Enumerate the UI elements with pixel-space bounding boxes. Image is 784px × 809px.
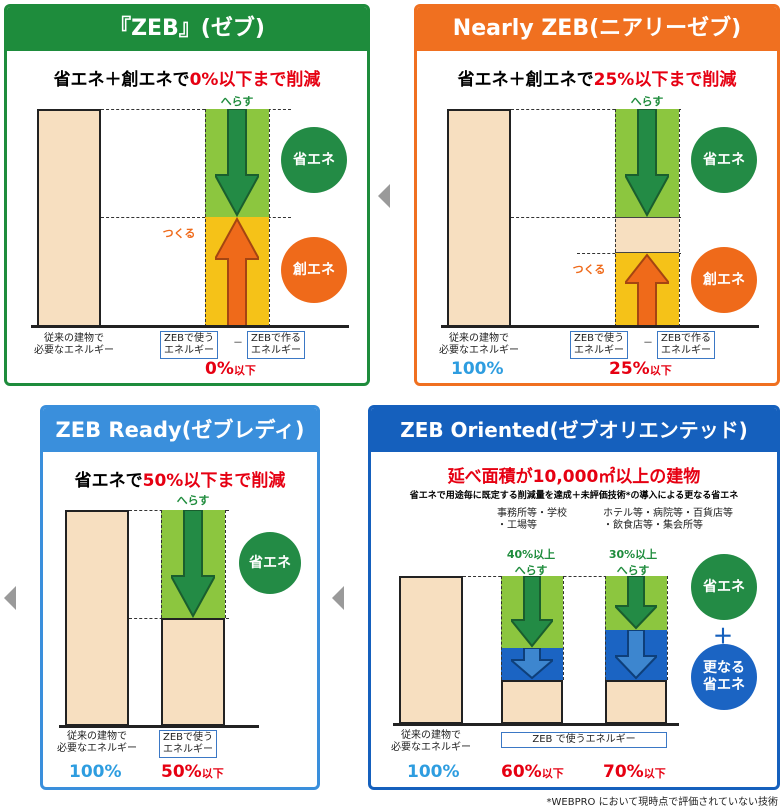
tsukuru-label: つくる bbox=[572, 263, 606, 276]
up-arrow-icon bbox=[215, 217, 259, 327]
ready-percent: 50%以下 bbox=[161, 762, 224, 782]
panel-nearly-zeb: Nearly ZEB(ニアリーゼブ) 省エネ＋創エネで25%以下まで削減 へらす… bbox=[414, 4, 780, 386]
nearly-percent: 25%以下 bbox=[609, 359, 672, 379]
panel-nearly-title: Nearly ZEB(ニアリーゼブ) bbox=[417, 7, 777, 51]
plus-sign: ＋ bbox=[713, 624, 733, 648]
use-energy-label: ZEB で使うエネルギー bbox=[501, 732, 667, 748]
make-energy-label: ZEBで作る エネルギー bbox=[657, 331, 716, 359]
more-shoene-circle: 更なる 省エネ bbox=[691, 644, 757, 710]
down-arrow-icon bbox=[615, 576, 657, 630]
oriented-percent-1: 60%以下 bbox=[501, 762, 564, 782]
shoene-circle: 省エネ bbox=[239, 532, 301, 594]
prev-arrow-icon bbox=[332, 586, 344, 610]
down-arrow-icon bbox=[511, 648, 553, 680]
group1-label: 事務所等・学校 ・工場等 bbox=[497, 508, 567, 531]
conventional-bar bbox=[37, 109, 101, 327]
conventional-bar bbox=[447, 109, 511, 327]
shoene-circle: 省エネ bbox=[691, 554, 757, 620]
prev-arrow-icon bbox=[4, 586, 16, 610]
down-arrow-icon bbox=[215, 109, 259, 217]
panel-ready-subtitle: 省エネで50%以下まで削減 bbox=[74, 471, 286, 491]
down-arrow-icon bbox=[511, 576, 553, 648]
remaining-area bbox=[161, 618, 225, 726]
make-energy-label: ZEBで作る エネルギー bbox=[247, 331, 306, 359]
panel-oriented-title: ZEB Oriented(ゼブオリエンテッド) bbox=[371, 408, 777, 452]
base-percent: 100% bbox=[407, 762, 460, 782]
herasu-label: へらす bbox=[220, 95, 254, 108]
footnote: *WEBPRO において現時点で評価されていない技術 bbox=[546, 797, 779, 808]
panel-nearly-subtitle: 省エネ＋創エネで25%以下まで削減 bbox=[457, 70, 737, 90]
souene-circle: 創エネ bbox=[281, 237, 347, 303]
conventional-label: 従来の建物で 必要なエネルギー bbox=[34, 333, 114, 356]
prev-arrow-icon bbox=[378, 184, 390, 208]
panel-zeb-title: 『ZEB』(ゼブ) bbox=[7, 7, 367, 51]
remaining-area bbox=[615, 217, 679, 253]
base-percent: 100% bbox=[451, 359, 504, 379]
arrow1-label: 40%以上 へらす bbox=[506, 548, 556, 577]
conventional-bar bbox=[65, 510, 129, 726]
conventional-label: 従来の建物で 必要なエネルギー bbox=[57, 731, 137, 754]
herasu-label: へらす bbox=[630, 95, 664, 108]
down-arrow-icon bbox=[171, 510, 215, 618]
up-arrow-icon bbox=[625, 253, 669, 327]
panel-zeb-oriented: ZEB Oriented(ゼブオリエンテッド) 延べ面積が10,000㎡以上の建… bbox=[368, 405, 780, 790]
base-percent: 100% bbox=[69, 762, 122, 782]
group2-label: ホテル等・病院等・百貨店等 ・飲食店等・集会所等 bbox=[603, 508, 733, 531]
use-energy-label: ZEBで使う エネルギー bbox=[160, 331, 219, 359]
arrow2-label: 30%以上 へらす bbox=[608, 548, 658, 577]
conventional-label: 従来の建物で 必要なエネルギー bbox=[391, 730, 471, 753]
minus-sign: － bbox=[233, 338, 243, 349]
panel-oriented-note: 省エネで用途毎に既定する削減量を達成＋未評価技術*の導入による更なる省エネ bbox=[409, 491, 739, 501]
zeb-percent: 0%以下 bbox=[205, 359, 256, 379]
remaining-area-2 bbox=[605, 680, 667, 724]
panel-zeb-subtitle: 省エネ＋創エネで0%以下まで削減 bbox=[53, 70, 321, 90]
panel-zeb-ready: ZEB Ready(ゼブレディ) 省エネで50%以下まで削減 へらす 省エネ 従… bbox=[40, 405, 320, 790]
down-arrow-icon bbox=[615, 630, 657, 680]
use-energy-label: ZEBで使う エネルギー bbox=[570, 331, 629, 359]
shoene-circle: 省エネ bbox=[691, 127, 757, 193]
conventional-label: 従来の建物で 必要なエネルギー bbox=[439, 333, 519, 356]
minus-sign: － bbox=[643, 338, 653, 349]
herasu-label: へらす bbox=[176, 494, 210, 507]
down-arrow-icon bbox=[625, 109, 669, 217]
tsukuru-label: つくる bbox=[162, 227, 196, 240]
conventional-bar bbox=[399, 576, 463, 724]
panel-oriented-subtitle: 延べ面積が10,000㎡以上の建物 bbox=[447, 467, 701, 487]
use-energy-label: ZEBで使う エネルギー bbox=[159, 730, 218, 758]
shoene-circle: 省エネ bbox=[281, 127, 347, 193]
souene-circle: 創エネ bbox=[691, 247, 757, 313]
oriented-percent-2: 70%以下 bbox=[603, 762, 666, 782]
remaining-area-1 bbox=[501, 680, 563, 724]
panel-ready-title: ZEB Ready(ゼブレディ) bbox=[43, 408, 317, 452]
panel-zeb: 『ZEB』(ゼブ) 省エネ＋創エネで0%以下まで削減 へらす つくる 省エネ 創… bbox=[4, 4, 370, 386]
